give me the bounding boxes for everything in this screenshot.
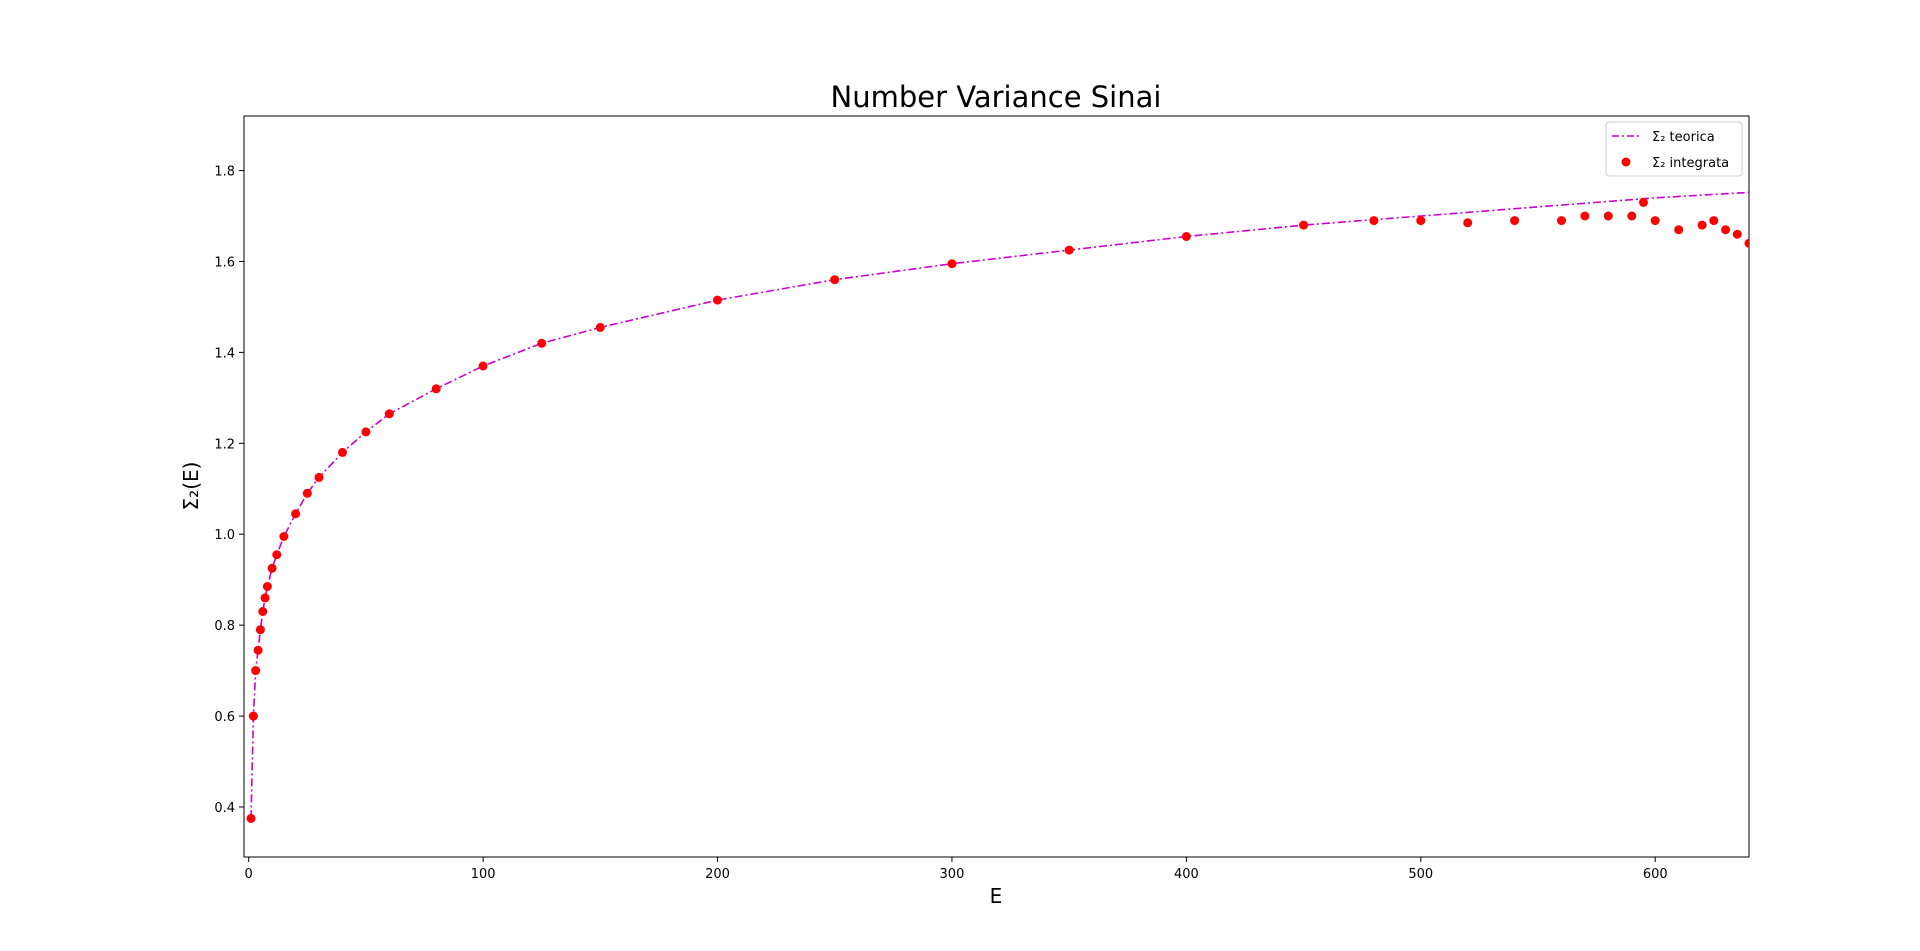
data-point-integrata bbox=[1697, 220, 1707, 230]
x-axis: 0 100 200 300 400 500 600 bbox=[245, 857, 1668, 882]
data-point-integrata bbox=[1369, 216, 1379, 226]
data-point-integrata bbox=[1299, 220, 1309, 230]
data-point-integrata bbox=[595, 322, 605, 332]
plot-area bbox=[243, 115, 1750, 858]
data-point-integrata bbox=[253, 645, 263, 655]
y-tick-label: 0.8 bbox=[214, 619, 235, 634]
data-point-integrata bbox=[1603, 211, 1613, 221]
data-point-integrata bbox=[1744, 238, 1749, 248]
data-point-integrata bbox=[1580, 211, 1590, 221]
data-point-integrata bbox=[830, 275, 840, 285]
y-tick-label: 1.4 bbox=[214, 346, 235, 361]
legend-label-teorica: Σ₂ teorica bbox=[1652, 130, 1715, 145]
data-point-integrata bbox=[1416, 216, 1426, 226]
y-tick-label: 1.6 bbox=[214, 255, 235, 270]
data-point-integrata bbox=[1639, 197, 1648, 207]
data-point-integrata bbox=[302, 488, 312, 498]
legend-marker-sample bbox=[1621, 157, 1631, 167]
data-point-integrata bbox=[478, 361, 488, 371]
data-point-integrata bbox=[431, 384, 441, 394]
data-point-integrata bbox=[1732, 229, 1742, 239]
x-tick-label: 600 bbox=[1643, 867, 1668, 882]
legend-label-integrata: Σ₂ integrata bbox=[1652, 156, 1729, 171]
data-point-integrata bbox=[1674, 225, 1684, 235]
y-axis: 0.4 0.6 0.8 1.0 1.2 1.4 1.6 1.8 bbox=[214, 165, 244, 816]
y-axis-label: Σ₂(E) bbox=[179, 462, 203, 511]
data-point-integrata bbox=[272, 550, 282, 560]
data-point-integrata bbox=[947, 259, 957, 269]
y-tick-label: 1.2 bbox=[214, 437, 235, 452]
data-point-integrata bbox=[537, 338, 547, 348]
legend-box bbox=[1605, 121, 1743, 177]
data-point-integrata bbox=[1510, 216, 1520, 226]
data-point-integrata bbox=[260, 593, 270, 603]
data-point-integrata bbox=[1463, 218, 1473, 228]
y-tick-label: 0.6 bbox=[214, 710, 235, 725]
y-tick-label: 1.8 bbox=[214, 165, 235, 180]
data-point-integrata bbox=[1557, 216, 1566, 226]
y-tick-label: 0.4 bbox=[214, 801, 235, 816]
data-point-integrata bbox=[361, 427, 371, 437]
data-point-integrata bbox=[246, 813, 256, 823]
data-point-integrata bbox=[314, 472, 324, 482]
data-point-integrata bbox=[255, 625, 265, 635]
series-layer bbox=[246, 191, 1749, 823]
x-tick-label: 100 bbox=[471, 867, 496, 882]
x-tick-label: 400 bbox=[1174, 867, 1199, 882]
data-point-integrata bbox=[258, 607, 268, 616]
data-point-integrata bbox=[251, 666, 261, 676]
data-point-integrata bbox=[1627, 211, 1637, 221]
data-point-integrata bbox=[267, 563, 277, 573]
data-point-integrata bbox=[279, 532, 289, 541]
data-point-integrata bbox=[713, 295, 722, 305]
data-point-integrata bbox=[1709, 216, 1719, 226]
data-point-integrata bbox=[1721, 225, 1731, 235]
data-point-integrata bbox=[384, 409, 394, 419]
data-point-integrata bbox=[291, 509, 301, 519]
data-point-integrata bbox=[262, 582, 272, 591]
data-point-integrata bbox=[248, 711, 258, 721]
x-tick-label: 200 bbox=[705, 867, 730, 882]
x-tick-label: 300 bbox=[940, 867, 965, 882]
legend: Σ₂ teorica Σ₂ integrata bbox=[1605, 121, 1743, 177]
x-tick-label: 500 bbox=[1408, 867, 1433, 882]
chart-title: Number Variance Sinai bbox=[831, 80, 1162, 114]
data-point-integrata bbox=[338, 447, 347, 457]
x-axis-label: E bbox=[990, 884, 1003, 908]
data-point-integrata bbox=[1650, 216, 1660, 226]
y-tick-label: 1.0 bbox=[214, 528, 235, 543]
data-point-integrata bbox=[1064, 245, 1074, 255]
data-point-integrata bbox=[1181, 232, 1191, 241]
x-tick-label: 0 bbox=[245, 867, 253, 882]
